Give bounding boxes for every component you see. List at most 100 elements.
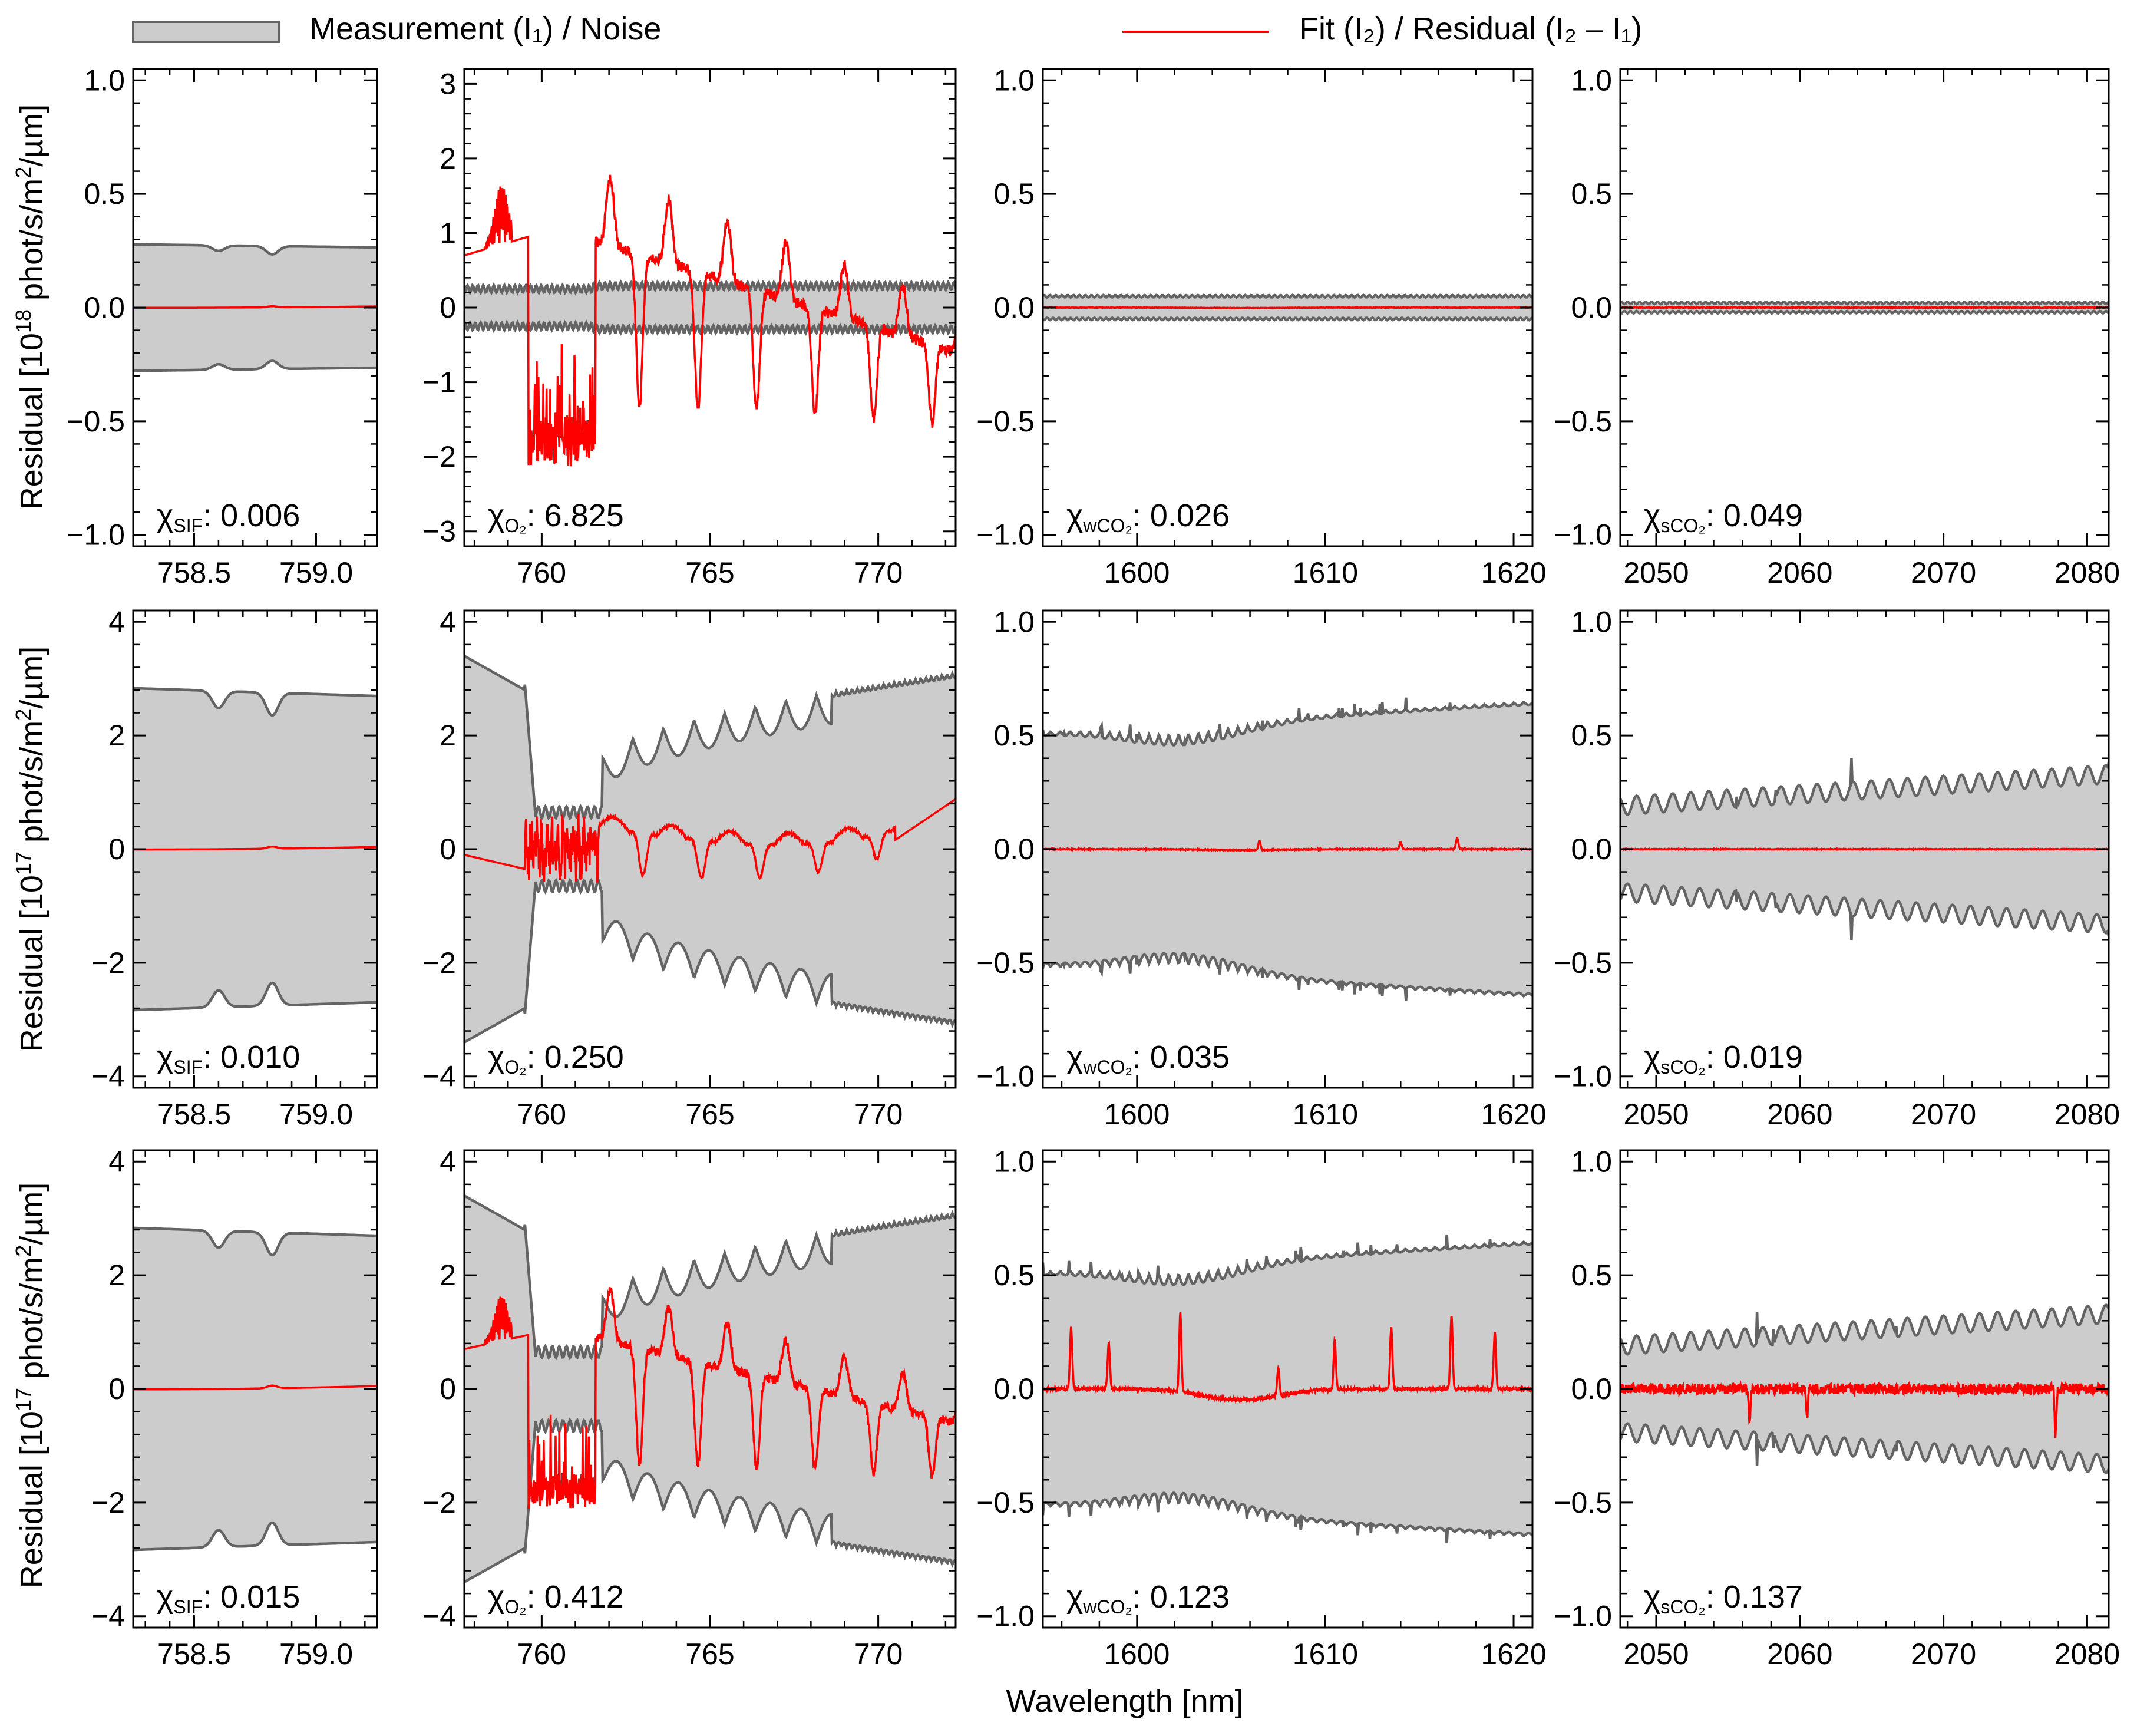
xtick-label: 758.5 <box>157 1098 231 1131</box>
residual-line <box>1043 1312 1532 1404</box>
xtick-label: 2050 <box>1623 1638 1689 1671</box>
panel-r3-c2: −4 −2 0 2 4 760 765 770 χO₂: 0.412 <box>422 1145 957 1671</box>
noise-lower-line <box>464 319 956 336</box>
xtick-label: 765 <box>685 1638 734 1671</box>
ytick-label: 1.0 <box>1571 1145 1612 1178</box>
ytick-label: −0.5 <box>976 405 1035 438</box>
noise-upper-line <box>464 655 956 821</box>
ytick-label: 0.5 <box>993 719 1035 752</box>
noise-upper-line <box>133 243 377 256</box>
legend: Measurement (I₁) / Noise Fit (I₂) / Resi… <box>132 11 1642 47</box>
ytick-label: −4 <box>422 1060 456 1093</box>
ytick-label: 0.0 <box>1571 1372 1612 1405</box>
chi-annotation: χSIF: 0.010 <box>157 1039 300 1078</box>
xtick-label: 760 <box>517 556 566 589</box>
panel-r2-c2: −4 −2 0 2 4 760 765 770 χO₂: 0.250 <box>422 605 957 1131</box>
chi-annotation: χwCO₂: 0.026 <box>1066 498 1230 536</box>
chi-annotation: χO₂: 6.825 <box>488 498 624 536</box>
ytick-label: 0.5 <box>1571 1259 1612 1292</box>
ytick-label: 0.5 <box>993 177 1035 210</box>
xtick-label: 2070 <box>1911 556 1976 589</box>
residual-line <box>1620 1379 2109 1438</box>
xtick-label: 770 <box>854 1098 903 1131</box>
noise-lower-line <box>1043 952 1532 1001</box>
xtick-label: 2080 <box>2054 1638 2120 1671</box>
ytick-label: 2 <box>108 1259 125 1292</box>
noise-lower-line <box>1620 309 2109 315</box>
xtick-label: 2070 <box>1911 1098 1976 1131</box>
residual-line <box>464 1287 956 1509</box>
chi-annotation: χO₂: 0.412 <box>488 1579 624 1618</box>
xtick-label: 1620 <box>1481 1098 1546 1131</box>
xtick-label: 759.0 <box>279 556 353 589</box>
xtick-label: 2070 <box>1911 1638 1976 1671</box>
chi-annotation: χSIF: 0.006 <box>157 498 300 536</box>
residual-line <box>133 1384 377 1391</box>
plot-area <box>1043 1234 1532 1544</box>
ytick-label: −1.0 <box>67 519 125 552</box>
xtick-label: 2050 <box>1623 1098 1689 1131</box>
xlabel: Wavelength [nm] <box>1006 1684 1243 1719</box>
ytick-label: −1.0 <box>1554 1600 1612 1633</box>
panel-r1-c1: −1.0 −0.5 0.0 0.5 1.0 758.5 759.0 χSIF: 0.006 <box>67 64 378 589</box>
ytick-label: 4 <box>108 1145 125 1178</box>
xtick-label: 1600 <box>1104 1098 1170 1131</box>
ytick-label: 1.0 <box>1571 64 1612 97</box>
noise-lower-line <box>133 1521 377 1552</box>
residual-line <box>1043 837 1532 853</box>
ylabel-row-3: Residual [1017 phot/s/m2/µm] <box>11 1183 49 1588</box>
plot-area <box>464 174 956 467</box>
ytick-label: −4 <box>422 1600 456 1633</box>
noise-band <box>1043 1235 1532 1543</box>
xtick-label: 760 <box>517 1098 566 1131</box>
ytick-label: 3 <box>440 67 456 100</box>
xtick-label: 759.0 <box>279 1638 353 1671</box>
xtick-label: 1620 <box>1481 1638 1546 1671</box>
ytick-label: 0.0 <box>1571 291 1612 324</box>
plot-area <box>133 243 377 372</box>
chi-annotation: χwCO₂: 0.123 <box>1066 1579 1230 1618</box>
legend-measurement-label: Measurement (I₁) / Noise <box>309 11 661 47</box>
ytick-label: 1.0 <box>993 64 1035 97</box>
xtick-label: 758.5 <box>157 556 231 589</box>
noise-band <box>464 1196 956 1582</box>
noise-band <box>464 282 956 333</box>
ytick-label: 0 <box>108 833 125 866</box>
ytick-label: −2 <box>91 1486 125 1519</box>
ytick-label: 0.0 <box>993 291 1035 324</box>
noise-upper-line <box>1620 758 2109 816</box>
noise-upper-line <box>464 279 956 296</box>
ytick-label: −3 <box>422 515 456 548</box>
xtick-label: 2080 <box>2054 556 2120 589</box>
noise-upper-line <box>1043 1234 1532 1286</box>
xtick-label: 1600 <box>1104 556 1170 589</box>
panel-r2-c1: −4 −2 0 2 4 758.5 759.0 χSIF: 0.010 <box>91 605 378 1131</box>
ylabel-row-2: Residual [1017 phot/s/m2/µm] <box>11 646 49 1052</box>
ytick-label: 0.0 <box>993 1372 1035 1405</box>
ytick-label: 1.0 <box>993 605 1035 638</box>
ylabel-row-1: Residual [1018 phot/s/m2/µm] <box>11 104 49 510</box>
noise-upper-line <box>1620 300 2109 306</box>
ytick-label: 4 <box>108 605 125 638</box>
xtick-label: 770 <box>854 556 903 589</box>
ytick-label: 1.0 <box>1571 605 1612 638</box>
chi-annotation: χO₂: 0.250 <box>488 1039 624 1078</box>
legend-fit-label: Fit (I₂) / Residual (I₂ – I₁) <box>1299 11 1642 47</box>
ytick-label: −0.5 <box>1554 405 1612 438</box>
ytick-label: −2 <box>422 440 456 473</box>
noise-upper-line <box>1620 1303 2109 1356</box>
xtick-label: 1610 <box>1293 1638 1358 1671</box>
plot-area <box>1043 293 1532 322</box>
plot-area <box>133 1226 377 1552</box>
panel-r1-c4: −1.0 −0.5 0.0 0.5 1.0 2050 2060 2070 2080 χsCO₂: … <box>1554 64 2120 589</box>
residual-line <box>1620 305 2109 310</box>
ytick-label: 0.0 <box>84 291 125 324</box>
ytick-label: 2 <box>108 719 125 752</box>
xtick-label: 759.0 <box>279 1098 353 1131</box>
noise-lower-line <box>133 981 377 1012</box>
xtick-label: 1610 <box>1293 1098 1358 1131</box>
noise-upper-line <box>133 687 377 717</box>
panel-r3-c3: −1.0 −0.5 0.0 0.5 1.0 1600 1610 1620 χwCO₂: 0.12… <box>976 1145 1546 1671</box>
ytick-label: −4 <box>91 1600 125 1633</box>
noise-lower-line <box>1043 1491 1532 1544</box>
